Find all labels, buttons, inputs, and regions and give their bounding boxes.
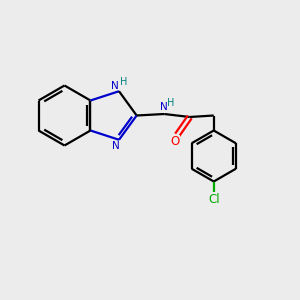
Text: N: N	[160, 102, 168, 112]
Text: O: O	[170, 135, 179, 148]
Text: H: H	[120, 76, 128, 87]
Text: N: N	[111, 81, 119, 91]
Text: N: N	[112, 141, 119, 152]
Text: H: H	[167, 98, 175, 109]
Text: Cl: Cl	[208, 193, 220, 206]
